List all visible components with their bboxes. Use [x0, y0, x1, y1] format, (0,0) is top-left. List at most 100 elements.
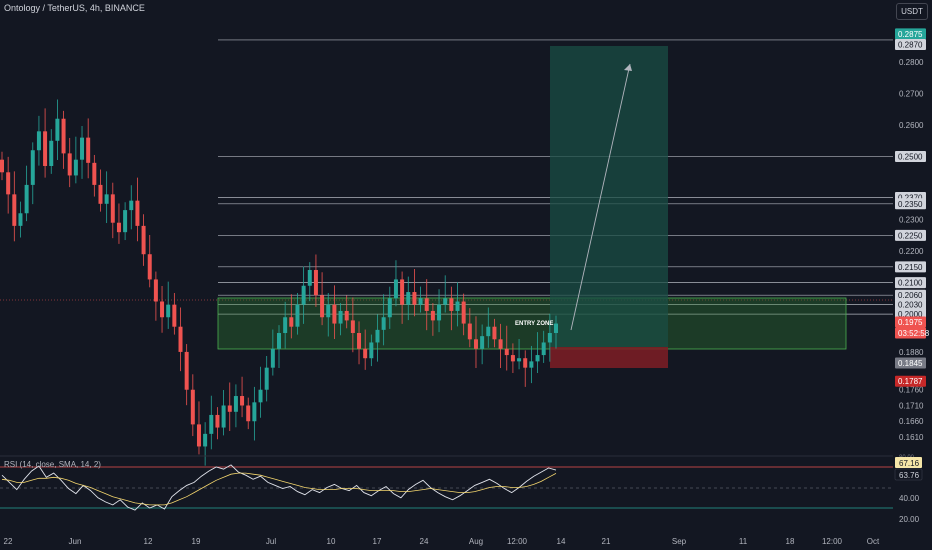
time-tick-label: 10: [327, 537, 336, 546]
candle-body: [258, 389, 263, 403]
candle-body: [517, 358, 522, 362]
price-badge-bg: [895, 261, 926, 273]
candle-body: [73, 159, 78, 176]
candle-body: [172, 304, 177, 327]
price-badge: 0.2500: [898, 153, 923, 162]
candle-body: [215, 414, 220, 428]
candle-body: [498, 339, 503, 349]
entry-zone-box[interactable]: [217, 297, 847, 350]
price-tick-label: 0.1610: [899, 433, 924, 442]
candle-body: [264, 367, 269, 390]
rsi-line: [1, 464, 557, 511]
time-tick-label: 19: [192, 537, 201, 546]
candle-body: [30, 150, 35, 185]
candle-body: [116, 222, 121, 233]
candle-body: [412, 292, 417, 305]
candle-body: [18, 213, 23, 226]
candle-body: [86, 137, 91, 163]
candle-body: [80, 137, 85, 160]
rsi-value-badge: 67.16: [899, 459, 920, 468]
candle-body: [240, 396, 245, 406]
candle-body: [147, 254, 152, 280]
candle-body: [129, 200, 134, 211]
candle-body: [178, 326, 183, 352]
candle-body: [252, 402, 257, 422]
rsi-axis: 80.00 67.16 63.76 40.00 20.00: [894, 455, 923, 524]
candle-body: [184, 351, 189, 390]
time-tick-label: Sep: [672, 537, 687, 546]
candle-body: [344, 310, 349, 321]
time-tick-label: 11: [739, 537, 748, 546]
candle-body: [400, 279, 405, 305]
time-tick-label: 12:00: [822, 537, 843, 546]
candle-body: [246, 405, 251, 422]
price-axis[interactable]: 0.2800 0.2700 0.2600 0.2300 0.2200 0.1880 0.17…: [899, 58, 924, 442]
candle-body: [424, 298, 429, 311]
price-tick-label: 0.2800: [899, 58, 924, 67]
price-badge-bg: [895, 229, 926, 241]
candle-body: [437, 304, 442, 321]
price-badge-bg: [895, 375, 926, 387]
time-tick-label: 22: [4, 537, 13, 546]
candle-body: [289, 317, 294, 327]
price-badge-bg: [895, 28, 926, 40]
currency-button[interactable]: USDT: [896, 3, 928, 20]
price-tick-label: 0.1710: [899, 401, 924, 410]
time-tick-label: 21: [602, 537, 611, 546]
entry-zone-label: ENTRY ZONE: [515, 321, 553, 327]
time-tick-label: 18: [786, 537, 795, 546]
price-badge: 0.2000: [898, 310, 923, 319]
candle-body: [363, 348, 368, 359]
rsi-sma-line: [1, 472, 557, 506]
candle-body: [480, 336, 485, 349]
target-zone[interactable]: [550, 46, 668, 347]
symbol-title[interactable]: Ontology / TetherUS, 4h, BINANCE: [4, 3, 145, 13]
candle-body: [295, 304, 300, 327]
candle-body: [283, 317, 288, 334]
candle-body: [221, 405, 226, 428]
candle-body: [473, 339, 478, 349]
price-badge-bg: [895, 277, 926, 289]
candle-body: [166, 304, 171, 318]
price-badge: 03:52:58: [898, 329, 930, 338]
rsi-indicator-label[interactable]: RSI (14, close, SMA, 14, 2): [4, 460, 101, 469]
time-axis[interactable]: 22 Jun 12 19 Jul 10 17 24 Aug 12:00 14 21 Sep 11 18 12:…: [4, 537, 880, 546]
candle-body: [301, 285, 306, 305]
price-badge-bg: [895, 289, 926, 301]
time-tick-label: 24: [420, 537, 429, 546]
candle-body: [92, 162, 97, 185]
candle-body: [160, 301, 165, 318]
price-badge-bg: [895, 357, 926, 369]
candle-body: [49, 140, 54, 166]
candle-body: [313, 269, 318, 296]
candle-body: [375, 329, 380, 343]
price-tick-label: 0.2700: [899, 90, 924, 99]
candle-body: [369, 342, 374, 359]
projection-arrow[interactable]: [570, 63, 631, 331]
candle-body: [387, 298, 392, 318]
candle-body: [0, 159, 4, 173]
candle-body: [338, 310, 343, 324]
stop-zone[interactable]: [550, 347, 668, 368]
candle-body: [123, 210, 128, 233]
price-badge: 0.2350: [898, 200, 923, 209]
candle-body: [350, 320, 355, 334]
candle-body: [233, 396, 238, 412]
price-badge: 0.2370: [898, 194, 923, 203]
candle-body: [12, 194, 17, 226]
candle-body: [110, 194, 115, 223]
rsi-sma-badge: 63.76: [899, 471, 920, 480]
price-badge-bg: [895, 38, 926, 50]
price-badge: 0.2250: [898, 231, 923, 240]
price-tick-label: 0.2600: [899, 121, 924, 130]
rsi-level-40: 40.00: [899, 494, 920, 503]
candle-body: [277, 333, 281, 349]
candle-body: [135, 200, 140, 226]
rsi-value-badge-bg: [895, 457, 922, 468]
candle-body: [98, 184, 103, 204]
candle-body: [547, 333, 552, 343]
candle-body: [554, 323, 558, 334]
candle-body: [523, 358, 528, 368]
time-tick-label: Jul: [266, 537, 276, 546]
